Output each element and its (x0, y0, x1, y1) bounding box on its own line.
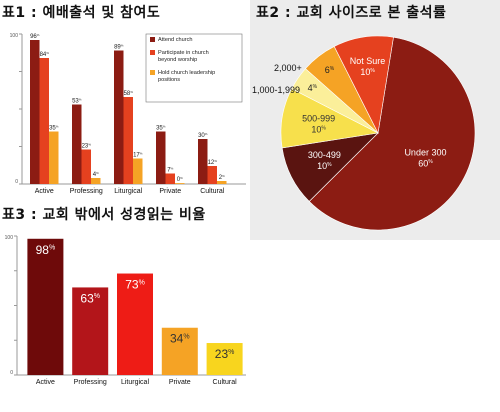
bar (217, 181, 227, 184)
pie-slice (308, 36, 476, 231)
chart-bible-reading: 표3 : 교회 밖에서 성경읽는 비율 100 0 98% Active 63% Prof… (0, 200, 250, 412)
slice-label: 500-999 (302, 113, 335, 123)
x-tick-label: Cultural (213, 379, 238, 386)
x-tick-label: Active (35, 188, 54, 195)
legend-swatch (150, 37, 155, 42)
y-tick-label: 0 (15, 179, 18, 185)
bar-value-label: 23% (215, 347, 235, 361)
bar-value-label: 2% (219, 174, 225, 181)
y-tick-label: 100 (5, 235, 14, 241)
legend-swatch (150, 50, 155, 55)
slice-label: 300-499 (308, 150, 341, 160)
bar (27, 238, 64, 375)
chart-church-size-pie: 표2 : 교회 사이즈로 본 출석률 Under 300 60% 300-499 10… (250, 0, 500, 240)
bar-value-label: 12% (208, 159, 218, 166)
bar (206, 343, 243, 375)
bar-value-label: 89% (114, 43, 124, 50)
bar (39, 58, 49, 184)
chart-attendance-participation: 표1 : 예배출석 및 참여도 100 0 96% 84% 35% Active 53% 23… (0, 0, 250, 200)
slice-value-label: 10% (317, 161, 332, 171)
slice-value-label: 10% (360, 67, 375, 77)
bar (123, 97, 133, 184)
x-tick-label: Cultural (200, 188, 225, 195)
chart-title: 표3 : 교회 밖에서 성경읽는 비율 (2, 207, 206, 223)
bar-value-label: 73% (125, 278, 145, 292)
slice-value-label: 4% (308, 83, 318, 93)
bar-value-label: 35% (156, 124, 166, 131)
chart-3-svg: 100 0 98% Active 63% Professing 73% Liturgical 3… (5, 235, 246, 386)
slice-label: 2,000+ (274, 63, 302, 73)
bar (72, 287, 109, 375)
bar-value-label: 30% (198, 132, 208, 139)
x-tick-label: Liturgical (121, 379, 149, 386)
pie-slice (333, 35, 394, 134)
bar-value-label: 4% (93, 171, 99, 178)
bar-value-label: 0% (177, 176, 183, 183)
bar-value-label: 23% (82, 142, 92, 149)
bar (49, 131, 59, 184)
bar-value-label: 98% (36, 243, 56, 257)
slice-value-label: 60% (418, 158, 433, 168)
bar (198, 139, 208, 184)
legend-label: Attend church (158, 37, 193, 43)
x-tick-label: Private (169, 379, 191, 386)
bar-value-label: 58% (124, 90, 134, 97)
bar-value-label: 96% (30, 33, 40, 40)
y-tick-label: 0 (10, 370, 13, 376)
bar-value-label: 35% (49, 124, 59, 131)
chart-1-svg: 100 0 96% 84% 35% Active 53% 23% 4% Professing 89%… (10, 33, 246, 195)
slice-label: Not Sure (350, 56, 386, 66)
bar-value-label: 53% (72, 97, 82, 104)
bar (133, 158, 143, 184)
bar (175, 183, 185, 184)
x-tick-label: Private (159, 188, 181, 195)
bar (161, 327, 198, 375)
bar (91, 178, 101, 184)
legend-label: Participate in church beyond worship (158, 50, 209, 63)
legend-swatch (150, 70, 155, 75)
bar (156, 131, 166, 184)
legend-box (145, 33, 243, 103)
bar-value-label: 7% (167, 166, 173, 173)
bar-value-label: 84% (40, 51, 50, 58)
x-tick-label: Professing (70, 188, 103, 195)
bar-value-label: 63% (80, 291, 100, 305)
bar (30, 40, 40, 184)
slice-label: 1,000-1,999 (252, 85, 300, 95)
bar (207, 166, 217, 184)
slice-value-label: 6% (325, 65, 335, 75)
bar (114, 50, 124, 184)
bar-value-label: 17% (133, 151, 143, 158)
bar (72, 104, 82, 184)
chart-2-svg: Under 30060%300-49910%500-99910%1,000-1,… (252, 35, 476, 231)
slice-label: Under 300 (404, 147, 446, 157)
chart-title: 표2 : 교회 사이즈로 본 출석률 (256, 5, 447, 21)
x-tick-label: Liturgical (114, 188, 142, 195)
y-tick-label: 100 (10, 33, 19, 39)
bar (165, 173, 175, 184)
legend-label: Hold church leadership positions (158, 70, 215, 83)
x-tick-label: Active (36, 379, 55, 386)
bar (117, 273, 153, 375)
bar-value-label: 34% (170, 332, 190, 346)
slice-value-label: 10% (311, 124, 326, 134)
bar (81, 149, 91, 184)
x-tick-label: Professing (74, 379, 107, 386)
chart-title: 표1 : 예배출석 및 참여도 (2, 5, 161, 21)
